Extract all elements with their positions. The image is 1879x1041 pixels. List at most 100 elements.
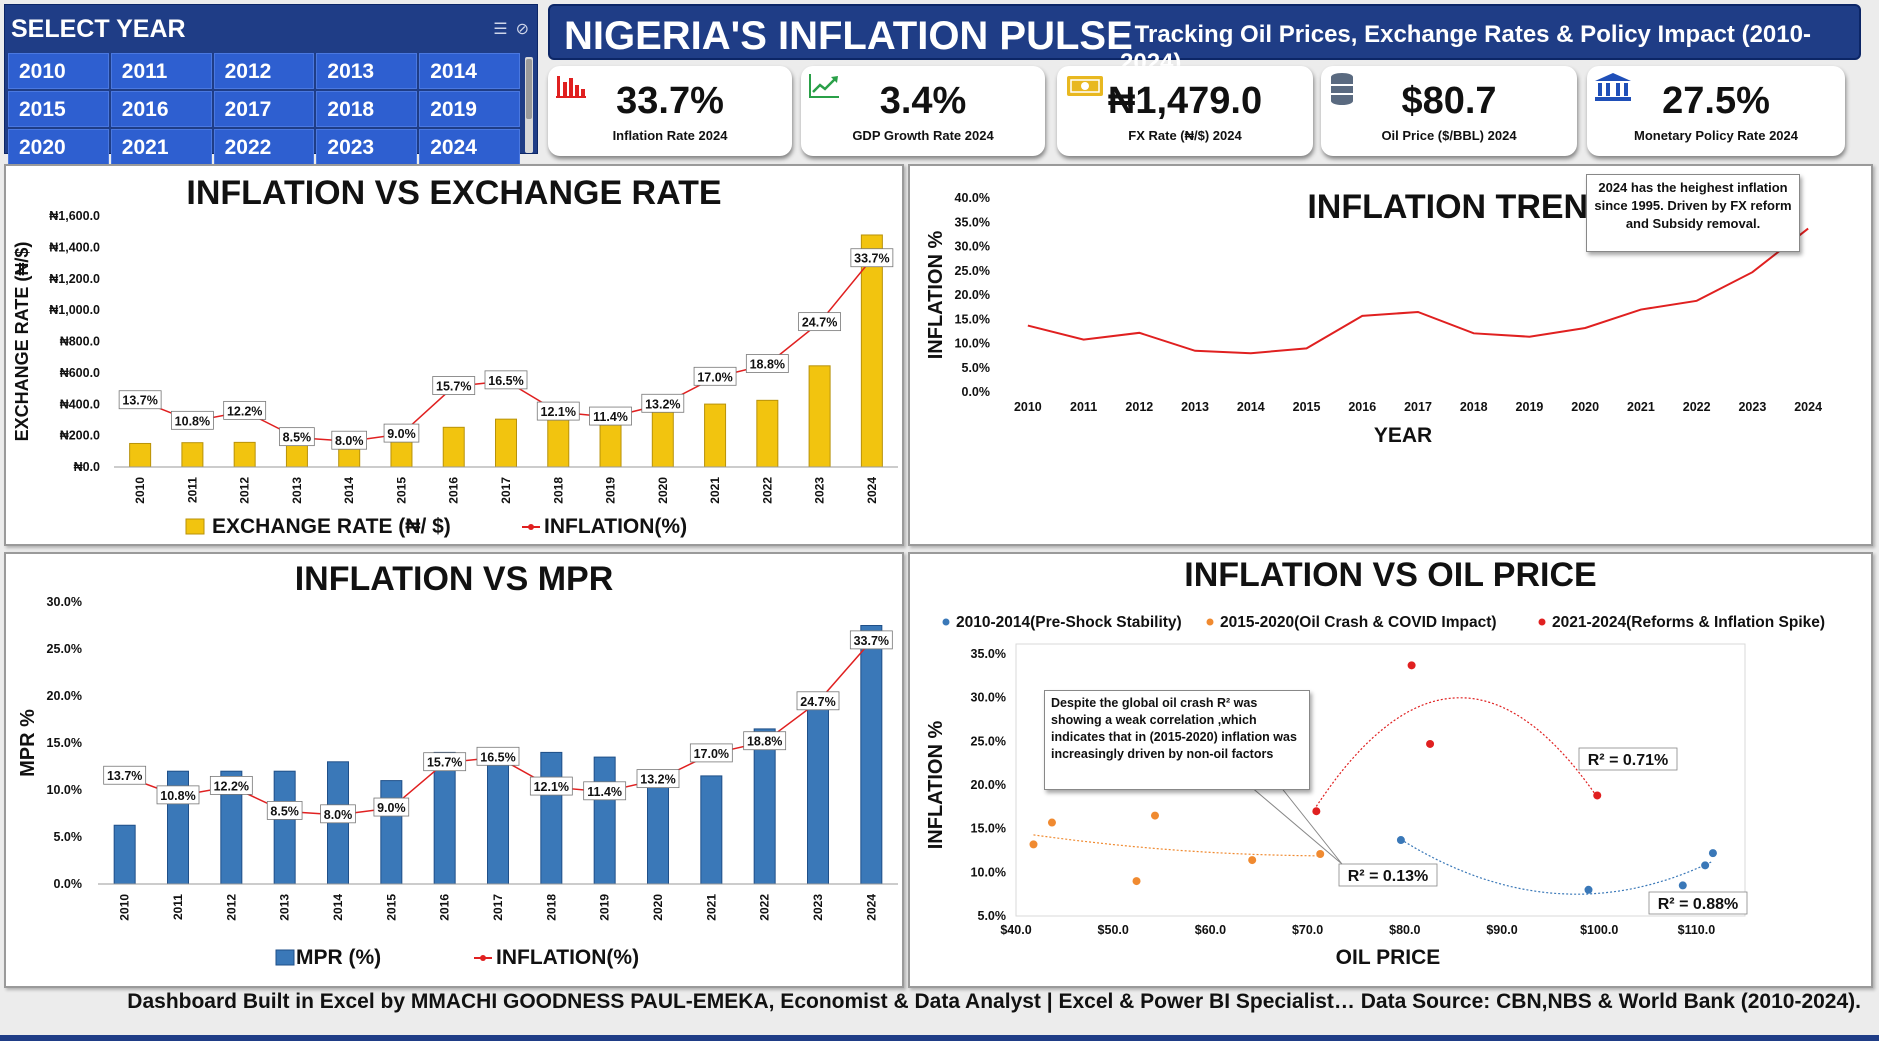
year-button-2019[interactable]: 2019 — [419, 91, 520, 127]
bar-2017 — [487, 751, 509, 885]
data-label-box — [798, 312, 841, 332]
scatter-point — [1248, 856, 1257, 865]
data-label: 17.0% — [694, 747, 729, 761]
bar-2024 — [860, 625, 883, 885]
year-button-2020[interactable]: 2020 — [8, 129, 109, 165]
y-tick-label: 30.0% — [955, 240, 990, 254]
y-tick-label: ₦1,000.0 — [49, 303, 100, 317]
data-label-box — [156, 785, 200, 805]
bar-2022 — [756, 399, 779, 468]
bar-2010 — [113, 824, 136, 885]
year-button-2016[interactable]: 2016 — [110, 91, 212, 127]
kpi-value: ₦1,479.0 — [1107, 80, 1263, 122]
data-label-box — [636, 769, 680, 789]
data-label: 8.5% — [283, 431, 312, 445]
slicer-scrollbar[interactable] — [525, 57, 533, 153]
x-tick-label: 2010 — [118, 894, 132, 921]
x-tick-label: 2013 — [1181, 400, 1209, 414]
multi-select-icon[interactable]: ☰ — [493, 21, 508, 38]
y-tick-label: ₦1,400.0 — [49, 240, 100, 254]
y-tick-label: 35.0% — [955, 215, 990, 229]
r2-label-box — [1578, 747, 1678, 771]
data-label: 9.0% — [377, 801, 406, 815]
year-button-2011[interactable]: 2011 — [110, 53, 212, 89]
y-tick-label: ₦1,600.0 — [49, 209, 100, 223]
scatter-point — [1584, 885, 1593, 894]
inflation-vs-exchange-rate-chart: ₦0.0 ₦200.0 ₦400.0 ₦600.0 ₦800.0 ₦1,000.0 ₦1,2… — [12, 209, 898, 538]
x-tick-label: 2020 — [651, 894, 665, 921]
x-tick-label: 2021 — [704, 894, 718, 921]
bar-2013 — [273, 770, 296, 885]
y-tick-label: 5.0% — [962, 361, 991, 375]
year-button-2014[interactable]: 2014 — [419, 53, 520, 89]
year-button-2022[interactable]: 2022 — [213, 129, 315, 165]
data-label-box — [743, 731, 787, 751]
x-tick-label: 2014 — [342, 477, 356, 504]
x-axis-title: OIL PRICE — [1336, 946, 1441, 969]
data-label: 24.7% — [802, 316, 837, 330]
x-tick-label: 2014 — [1237, 400, 1265, 414]
legend-label-line: INFLATION(%) — [496, 946, 639, 969]
data-label: 18.8% — [747, 735, 782, 749]
data-label-box — [320, 804, 356, 824]
year-button-2021[interactable]: 2021 — [110, 129, 212, 165]
bar-2022 — [753, 728, 776, 885]
slicer-title: SELECT YEAR — [11, 15, 186, 43]
x-tick-label: 2011 — [1070, 400, 1097, 414]
kpi-label: FX Rate (₦/$) 2024 — [1128, 128, 1242, 143]
inflation-trend-panel: INFLATION TREND 0.0% 5.0% 10.0% 15.0% 20.0% 2… — [908, 164, 1873, 546]
x-tick-label: 2020 — [1571, 400, 1599, 414]
data-label-box — [373, 797, 410, 817]
slicer-scroll-thumb[interactable] — [526, 59, 532, 119]
year-button-2010[interactable]: 2010 — [8, 53, 109, 89]
year-button-2018[interactable]: 2018 — [316, 91, 418, 127]
inflation-vs-mpr-chart: 0.0% 5.0% 10.0% 15.0% 20.0% 25.0% 30.0% MPR % 20… — [17, 595, 898, 969]
y-tick-label: ₦800.0 — [60, 335, 100, 349]
data-label-box — [641, 393, 685, 413]
data-label: 15.7% — [427, 756, 462, 770]
x-tick-label: $100.0 — [1580, 923, 1618, 937]
scatter-point — [1029, 840, 1038, 849]
scatter-point — [1407, 661, 1416, 670]
year-button-2015[interactable]: 2015 — [8, 91, 109, 127]
data-label-box — [796, 691, 840, 711]
y-tick-label: 35.0% — [971, 647, 1006, 661]
y-tick-label: 10.0% — [955, 337, 990, 351]
x-tick-label: 2024 — [1794, 400, 1822, 414]
year-button-2024[interactable]: 2024 — [419, 129, 520, 165]
inflation-vs-oil-price-panel: INFLATION VS OIL PRICE 5.0% 10.0% 15.0% 20.… — [908, 552, 1873, 988]
bar-2015 — [380, 780, 403, 885]
year-button-2023[interactable]: 2023 — [316, 129, 418, 165]
x-tick-label: 2018 — [551, 477, 565, 504]
footer-credits: Dashboard Built in Excel by MMACHI GOODN… — [127, 990, 1861, 1013]
y-tick-label: ₦600.0 — [60, 366, 100, 380]
data-label-box — [849, 630, 893, 650]
bank-icon — [1593, 72, 1631, 102]
x-tick-label: 2013 — [290, 477, 304, 504]
data-label: 33.7% — [854, 634, 889, 648]
x-tick-label: 2019 — [604, 477, 618, 504]
year-button-2013[interactable]: 2013 — [316, 53, 418, 89]
inflation-vs-exchange-rate-panel: INFLATION VS EXCHANGE RATE ₦0.0 ₦200.0 ₦40… — [4, 164, 904, 546]
data-label-box — [266, 801, 303, 820]
x-tick-label: 2016 — [1348, 400, 1376, 414]
bar-2019 — [593, 756, 616, 885]
x-tick-label: 2022 — [758, 894, 772, 921]
data-label: 16.5% — [488, 374, 523, 388]
legend-label-bar: MPR (%) — [296, 946, 381, 969]
bar-2023 — [807, 707, 829, 885]
data-label: 10.8% — [160, 789, 195, 803]
legend-label-bar: EXCHANGE RATE (₦/ $) — [212, 515, 451, 538]
x-tick-label: $70.0 — [1292, 923, 1323, 937]
year-button-2017[interactable]: 2017 — [213, 91, 315, 127]
x-tick-label: 2017 — [499, 477, 513, 504]
clear-filter-icon[interactable]: ⊘ — [515, 21, 529, 38]
data-label: 8.0% — [324, 808, 353, 822]
trendline-1 — [1400, 838, 1714, 895]
r2-label-box — [1338, 863, 1438, 887]
y-axis-title: MPR % — [17, 709, 39, 777]
kpi-card-2: 3.4% GDP Growth Rate 2024 — [801, 66, 1045, 156]
x-tick-label: 2011 — [171, 894, 185, 920]
year-button-2012[interactable]: 2012 — [213, 53, 315, 89]
inflation-trend-chart: 0.0% 5.0% 10.0% 15.0% 20.0% 25.0% 30.0% 35.0% 40… — [925, 191, 1822, 447]
